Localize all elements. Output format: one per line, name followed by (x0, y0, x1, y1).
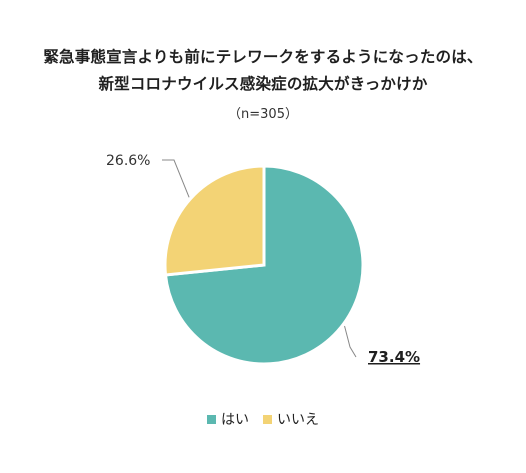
legend-swatch-yes (207, 414, 216, 424)
legend-item-yes: はい (207, 409, 249, 429)
leader-line-yes (344, 325, 357, 358)
pie-slice-no (163, 164, 266, 277)
legend-label-yes: はい (221, 412, 249, 428)
leader-line-no (162, 159, 190, 198)
chart-title-line-1: 緊急事態宣言よりも前にテレワークをするようになったのは、 (43, 48, 483, 66)
legend: はい いいえ (0, 409, 526, 429)
legend-label-no: いいえ (277, 412, 319, 428)
data-label-yes: 73.4% (368, 348, 420, 366)
legend-swatch-no (263, 414, 272, 424)
chart-subtitle: （n=305） (228, 107, 298, 122)
legend-item-no: いいえ (263, 409, 319, 429)
data-label-no: 26.6% (106, 153, 150, 169)
chart-title-line-2: 新型コロナウイルス感染症の拡大がきっかけか (98, 75, 428, 93)
